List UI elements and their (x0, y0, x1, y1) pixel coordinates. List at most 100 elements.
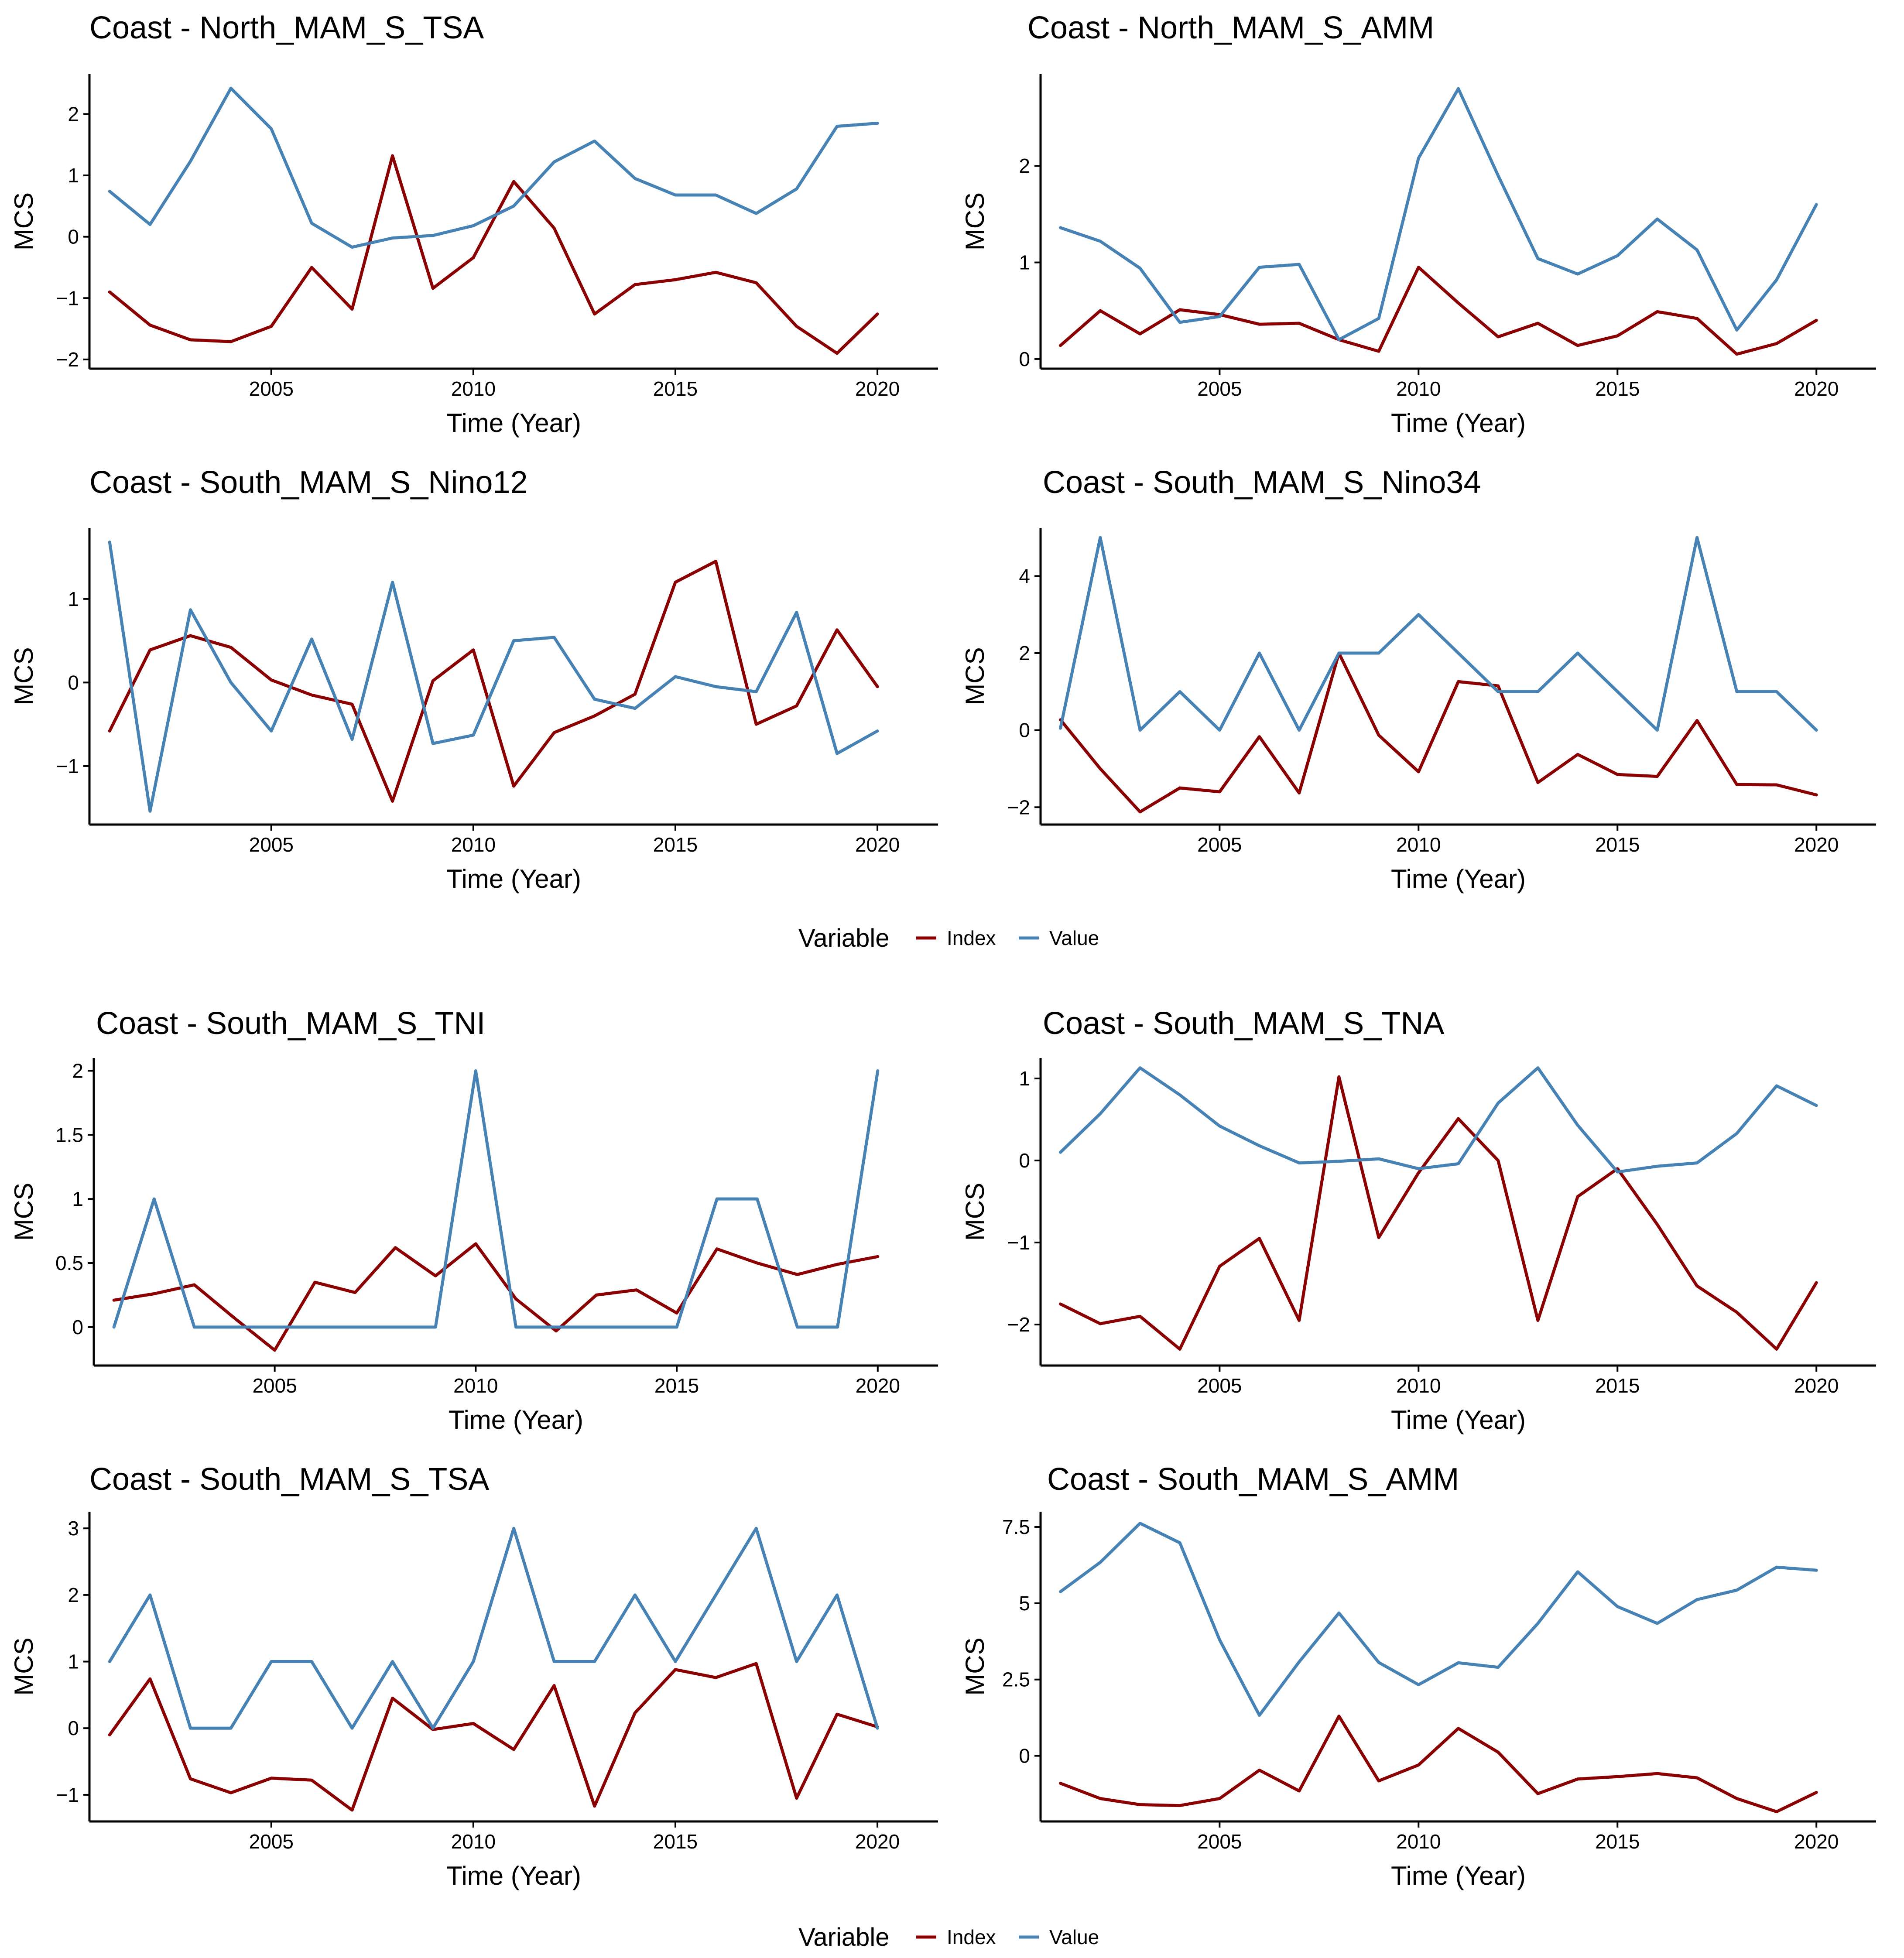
y-tick-label: 1 (68, 1650, 79, 1673)
x-tick-label: 2015 (653, 833, 698, 856)
series-index-line (108, 1662, 879, 1812)
series-value-line (1059, 1522, 1818, 1717)
panel-5: Coast - South_MAM_S_TNI 2005 2010 2015 2020 0… (9, 1006, 938, 1434)
legend-top: Variable Index Value (798, 924, 1099, 952)
y-tick-label: 2 (1019, 642, 1030, 664)
y-axis-label: MCS (9, 192, 38, 250)
x-tick-label: 2010 (1396, 377, 1441, 400)
y-tick-label: 1.5 (55, 1123, 83, 1146)
panel-title: Coast - South_MAM_S_Nino34 (1043, 465, 1481, 500)
y-tick-label: 4 (1019, 565, 1030, 587)
x-tick-label: 2015 (1595, 1830, 1640, 1853)
series-index-line (108, 154, 879, 355)
y-tick-label: 2 (68, 103, 79, 125)
x-tick-label: 2005 (1197, 377, 1242, 400)
x-tick-label: 2020 (1794, 1830, 1839, 1853)
series-value-line (108, 86, 879, 249)
x-axis-label: Time (Year) (449, 1405, 583, 1434)
series-index-line (108, 560, 879, 803)
y-tick-label: 2.5 (1002, 1668, 1030, 1691)
x-tick-label: 2020 (855, 1830, 900, 1853)
y-axis-label: MCS (9, 1183, 38, 1241)
series-index-line (1059, 1715, 1818, 1814)
y-tick-label: 1 (1019, 1067, 1030, 1090)
x-tick-label: 2020 (856, 1374, 900, 1397)
x-tick-label: 2005 (249, 1830, 294, 1853)
x-axis-label: Time (Year) (446, 1861, 581, 1890)
y-axis-label: MCS (960, 192, 990, 250)
x-tick-label: 2010 (451, 833, 496, 856)
series-index-line (112, 1242, 880, 1352)
x-tick-label: 2015 (1595, 833, 1640, 856)
x-axis-label: Time (Year) (1391, 408, 1526, 438)
series-value-line (108, 1527, 879, 1730)
panel-6: Coast - South_MAM_S_TNA 2005 2010 2015 2020 −… (960, 1006, 1876, 1434)
x-axis-label: Time (Year) (1391, 1405, 1526, 1434)
panel-title: Coast - South_MAM_S_TSA (89, 1462, 489, 1497)
y-tick-label: 2 (68, 1584, 79, 1606)
y-tick-label: 1 (1019, 251, 1030, 274)
y-tick-label: 0 (1019, 348, 1030, 370)
y-tick-label: −2 (56, 348, 79, 371)
panel-8: Coast - South_MAM_S_AMM 2005 2010 2015 2020 0… (960, 1462, 1876, 1890)
legend-label-index: Index (947, 927, 996, 949)
y-tick-label: −1 (56, 755, 79, 777)
y-axis-label: MCS (960, 647, 990, 705)
panel-title: Coast - South_MAM_S_TNA (1043, 1006, 1444, 1041)
panel-title: Coast - South_MAM_S_TNI (96, 1006, 485, 1041)
y-axis-label: MCS (960, 1637, 990, 1695)
y-axis-label: MCS (9, 647, 38, 705)
legend-bottom: Variable Index Value (798, 1923, 1099, 1951)
x-tick-label: 2015 (653, 377, 698, 400)
x-tick-label: 2020 (1794, 833, 1839, 856)
series-index-line (1059, 266, 1818, 356)
x-axis-label: Time (Year) (446, 408, 581, 438)
series-value-line (108, 541, 879, 813)
y-tick-label: −2 (1007, 1313, 1030, 1336)
legend-title: Variable (798, 1923, 890, 1951)
y-tick-label: 0 (1019, 1745, 1030, 1767)
x-tick-label: 2005 (1197, 1830, 1242, 1853)
x-tick-label: 2010 (451, 377, 496, 400)
y-tick-label: 2 (1019, 154, 1030, 177)
x-tick-label: 2005 (249, 377, 294, 400)
panel-title: Coast - South_MAM_S_Nino12 (89, 465, 528, 500)
legend-title: Variable (798, 924, 890, 952)
panel-7: Coast - South_MAM_S_TSA 2005 2010 2015 2020 −… (9, 1462, 938, 1890)
legend-label-value: Value (1049, 927, 1099, 949)
x-tick-label: 2010 (1396, 1374, 1441, 1397)
x-tick-label: 2010 (453, 1374, 498, 1397)
x-tick-label: 2010 (1396, 1830, 1441, 1853)
panel-title: Coast - North_MAM_S_TSA (89, 10, 484, 45)
x-tick-label: 2005 (252, 1374, 297, 1397)
series-value-line (1059, 1066, 1818, 1174)
series-index-line (1059, 651, 1818, 814)
y-tick-label: 0 (68, 226, 79, 248)
panel-2: Coast - North_MAM_S_AMM 2005 2010 2015 2020 0… (960, 10, 1876, 438)
x-axis-label: Time (Year) (446, 864, 581, 893)
x-tick-label: 2020 (855, 377, 900, 400)
y-tick-label: 1 (68, 588, 79, 610)
y-tick-label: 1 (68, 164, 79, 187)
series-value-line (1059, 536, 1818, 732)
x-tick-label: 2020 (855, 833, 900, 856)
x-tick-label: 2015 (653, 1830, 698, 1853)
series-value-line (1059, 87, 1818, 342)
y-tick-label: −1 (1007, 1231, 1030, 1254)
series-value-line (112, 1069, 880, 1329)
series-index-line (1059, 1075, 1818, 1351)
x-tick-label: 2010 (451, 1830, 496, 1853)
y-tick-label: 0 (68, 671, 79, 694)
panel-title: Coast - South_MAM_S_AMM (1047, 1462, 1459, 1497)
y-tick-label: 0 (72, 1316, 83, 1338)
x-tick-label: 2005 (1197, 1374, 1242, 1397)
y-tick-label: 7.5 (1002, 1516, 1030, 1538)
panel-title: Coast - North_MAM_S_AMM (1027, 10, 1434, 45)
x-tick-label: 2020 (1794, 1374, 1839, 1397)
x-tick-label: 2020 (1794, 377, 1839, 400)
x-axis-label: Time (Year) (1391, 864, 1526, 893)
y-tick-label: −1 (56, 287, 79, 309)
